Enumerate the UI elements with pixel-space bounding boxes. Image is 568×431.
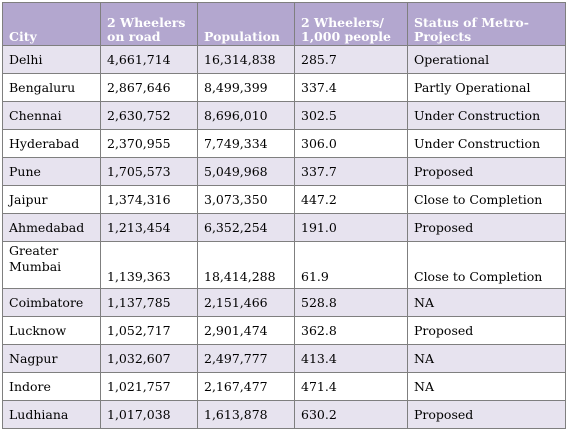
cell-city: Indore	[2, 372, 101, 401]
cell-status: NA	[407, 372, 566, 401]
cell-per-thousand: 61.9	[294, 241, 408, 289]
header-population: Population	[197, 2, 295, 46]
cell-city: Greater Mumbai	[2, 241, 101, 289]
cell-city: Pune	[2, 157, 101, 186]
cell-per-thousand: 413.4	[294, 344, 408, 373]
cell-population: 5,049,968	[197, 157, 295, 186]
cell-per-thousand: 285.7	[294, 45, 408, 74]
cell-per-thousand: 337.7	[294, 157, 408, 186]
header-two-wheelers: 2 Wheelers on road	[100, 2, 198, 46]
table-row: Ahmedabad 1,213,454 6,352,254 191.0 Proposed	[2, 213, 566, 242]
table-row: Coimbatore 1,137,785 2,151,466 528.8 NA	[2, 288, 566, 317]
cell-per-thousand: 191.0	[294, 213, 408, 242]
table-row: Ludhiana 1,017,038 1,613,878 630.2 Proposed	[2, 400, 566, 429]
cell-population: 7,749,334	[197, 129, 295, 158]
table-row: Chennai 2,630,752 8,696,010 302.5 Under Cons…	[2, 101, 566, 130]
cell-city: Chennai	[2, 101, 101, 130]
cell-status: Operational	[407, 45, 566, 74]
cell-two-wheelers: 1,139,363	[100, 241, 198, 289]
cell-population: 8,499,399	[197, 73, 295, 102]
cell-population: 2,901,474	[197, 316, 295, 345]
cell-city: Lucknow	[2, 316, 101, 345]
cell-per-thousand: 337.4	[294, 73, 408, 102]
table-row: Greater Mumbai 1,139,363 18,414,288 61.9 Clo…	[2, 241, 566, 289]
cell-two-wheelers: 1,213,454	[100, 213, 198, 242]
header-per-thousand: 2 Wheelers/ 1,000 people	[294, 2, 408, 46]
cell-status: Under Construction	[407, 129, 566, 158]
cell-city: Ludhiana	[2, 400, 101, 429]
cell-status: Proposed	[407, 400, 566, 429]
cell-two-wheelers: 1,021,757	[100, 372, 198, 401]
table-row: Pune 1,705,573 5,049,968 337.7 Proposed	[2, 157, 566, 186]
cell-two-wheelers: 2,867,646	[100, 73, 198, 102]
cell-population: 18,414,288	[197, 241, 295, 289]
cell-population: 2,167,477	[197, 372, 295, 401]
table-row: Jaipur 1,374,316 3,073,350 447.2 Close to Co…	[2, 185, 566, 214]
cell-two-wheelers: 1,374,316	[100, 185, 198, 214]
table-row: Delhi 4,661,714 16,314,838 285.7 Operational	[2, 45, 566, 74]
cell-per-thousand: 528.8	[294, 288, 408, 317]
cell-city: Nagpur	[2, 344, 101, 373]
cell-status: Close to Completion	[407, 241, 566, 289]
cell-status: Proposed	[407, 213, 566, 242]
cell-per-thousand: 471.4	[294, 372, 408, 401]
cell-city: Hyderabad	[2, 129, 101, 158]
cell-status: Proposed	[407, 157, 566, 186]
cell-status: Under Construction	[407, 101, 566, 130]
cell-per-thousand: 302.5	[294, 101, 408, 130]
cell-city: Ahmedabad	[2, 213, 101, 242]
cell-two-wheelers: 4,661,714	[100, 45, 198, 74]
cell-population: 8,696,010	[197, 101, 295, 130]
cell-population: 3,073,350	[197, 185, 295, 214]
cell-two-wheelers: 1,017,038	[100, 400, 198, 429]
cell-two-wheelers: 1,032,607	[100, 344, 198, 373]
cell-population: 1,613,878	[197, 400, 295, 429]
cell-status: NA	[407, 344, 566, 373]
header-city: City	[2, 2, 101, 46]
cell-two-wheelers: 2,630,752	[100, 101, 198, 130]
cell-per-thousand: 630.2	[294, 400, 408, 429]
table-row: Bengaluru 2,867,646 8,499,399 337.4 Partly O…	[2, 73, 566, 102]
cell-city: Jaipur	[2, 185, 101, 214]
cell-city: Bengaluru	[2, 73, 101, 102]
cell-status: Close to Completion	[407, 185, 566, 214]
cell-two-wheelers: 2,370,955	[100, 129, 198, 158]
header-status: Status of Metro-Projects	[407, 2, 566, 46]
table-row: Lucknow 1,052,717 2,901,474 362.8 Proposed	[2, 316, 566, 345]
cell-per-thousand: 306.0	[294, 129, 408, 158]
table-row: Hyderabad 2,370,955 7,749,334 306.0 Under Co…	[2, 129, 566, 158]
cell-city: Coimbatore	[2, 288, 101, 317]
header-row: City 2 Wheelers on road Population 2 Whe…	[2, 2, 566, 46]
cell-city: Delhi	[2, 45, 101, 74]
cell-population: 2,151,466	[197, 288, 295, 317]
table-row: Indore 1,021,757 2,167,477 471.4 NA	[2, 372, 566, 401]
cell-two-wheelers: 1,705,573	[100, 157, 198, 186]
cell-population: 6,352,254	[197, 213, 295, 242]
cell-two-wheelers: 1,052,717	[100, 316, 198, 345]
table-row: Nagpur 1,032,607 2,497,777 413.4 NA	[2, 344, 566, 373]
cell-per-thousand: 362.8	[294, 316, 408, 345]
cell-per-thousand: 447.2	[294, 185, 408, 214]
cell-status: NA	[407, 288, 566, 317]
cell-status: Proposed	[407, 316, 566, 345]
cell-status: Partly Operational	[407, 73, 566, 102]
cell-population: 2,497,777	[197, 344, 295, 373]
cell-population: 16,314,838	[197, 45, 295, 74]
table-body: Delhi 4,661,714 16,314,838 285.7 Operational…	[2, 45, 566, 429]
cell-two-wheelers: 1,137,785	[100, 288, 198, 317]
